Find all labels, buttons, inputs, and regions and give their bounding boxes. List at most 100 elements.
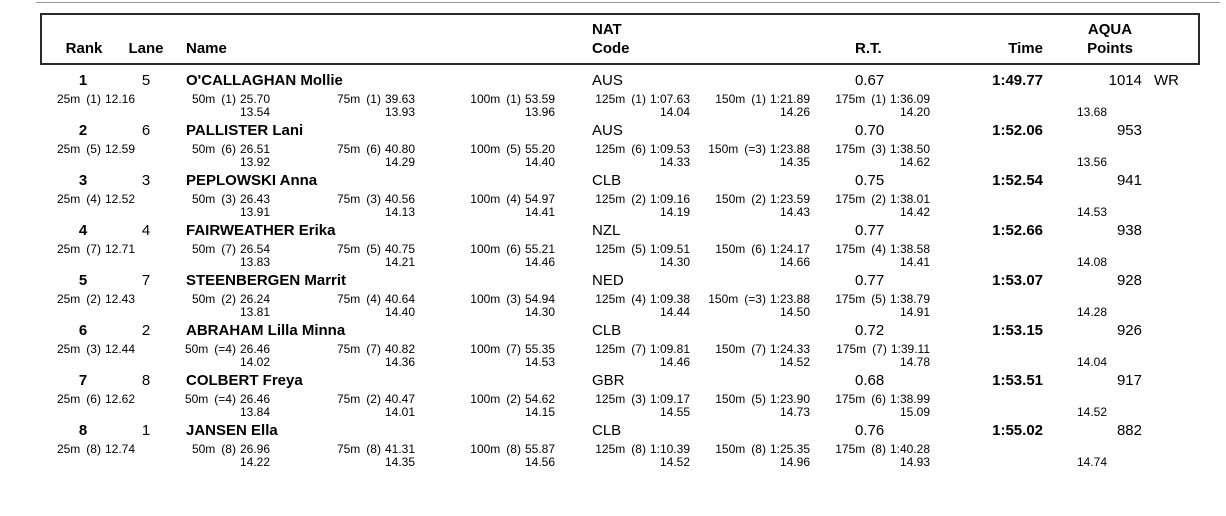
split-rank: (6) <box>751 242 766 256</box>
nat-code-value: NED <box>592 272 624 289</box>
split-rank: (2) <box>871 192 886 206</box>
final-time-value: 1:55.02 <box>992 422 1043 439</box>
split-diff: 14.21 <box>384 255 415 269</box>
result-row: 3 3 PEPLOWSKI Anna CLB 0.75 1:52.54 941 … <box>0 169 1226 219</box>
split-rank: (7) <box>872 342 887 356</box>
split-cell-175m: 175m (4) 1:38.58 14.41 <box>810 243 930 269</box>
split-distance-label: 175m <box>835 142 866 156</box>
split-distance-label: 150m <box>715 92 746 106</box>
split-time-line: 50m (2) 26.24 <box>135 293 270 306</box>
split-rank: (1) <box>631 92 646 106</box>
split-time: 12.16 <box>104 92 135 106</box>
split-time-line: 150m (6) 1:24.17 <box>690 243 810 256</box>
final-time-value: 1:52.54 <box>992 172 1043 189</box>
split-time-line: 100m (2) 54.62 <box>415 393 555 406</box>
header-reaction-time: R.T. <box>855 40 882 57</box>
lane-value: 7 <box>141 272 151 289</box>
split-rank: (1) <box>506 92 521 106</box>
split-diff: 14.62 <box>899 155 930 169</box>
split-cell-175m: 175m (8) 1:40.28 14.93 <box>810 443 930 469</box>
split-distance-label: 25m <box>56 192 81 206</box>
split-diff-line: 14.52 <box>555 456 690 469</box>
split-time-line: 175m (2) 1:38.01 <box>810 193 930 206</box>
split-time: 1:10.39 <box>649 442 690 456</box>
split-diff-line: 13.56 <box>930 156 1107 169</box>
split-diff-line: 13.92 <box>135 156 270 169</box>
split-distance-label: 125m <box>595 92 626 106</box>
final-lap-diff: 14.28 <box>1076 305 1107 319</box>
split-distance-label: 25m <box>56 392 81 406</box>
swimmer-name: JANSEN Ella <box>186 422 278 439</box>
split-cell-50m: 50m (=4) 26.46 14.02 <box>135 343 270 369</box>
split-diff: 14.02 <box>239 355 270 369</box>
split-diff: 14.53 <box>524 355 555 369</box>
reaction-time-value: 0.76 <box>855 422 885 439</box>
split-distance-label: 75m <box>336 342 361 356</box>
split-time: 1:38.99 <box>889 392 930 406</box>
split-diff-line: 13.93 <box>270 106 415 119</box>
final-lap-diff: 13.68 <box>1076 105 1107 119</box>
split-diff-line: 14.46 <box>415 256 555 269</box>
split-diff-line: 14.53 <box>415 356 555 369</box>
split-cell-75m: 75m (4) 40.64 14.40 <box>270 293 415 319</box>
split-cell-50m: 50m (1) 25.70 13.54 <box>135 93 270 119</box>
split-time-line: 125m (1) 1:07.63 <box>555 93 690 106</box>
split-diff: 14.29 <box>384 155 415 169</box>
split-time-line: 175m (1) 1:36.09 <box>810 93 930 106</box>
final-lap-diff: 14.74 <box>1076 455 1107 469</box>
split-time-line: 125m (4) 1:09.38 <box>555 293 690 306</box>
split-cell-25m: 25m (1) 12.16 <box>45 93 135 119</box>
split-rank: (=4) <box>214 342 236 356</box>
final-split-cell: 14.28 <box>930 293 1107 319</box>
result-row: 8 1 JANSEN Ella CLB 0.76 1:55.02 882 25m… <box>0 419 1226 469</box>
split-rank: (7) <box>631 342 646 356</box>
split-diff-line: 14.36 <box>270 356 415 369</box>
split-time: 12.74 <box>104 442 135 456</box>
split-rank: (7) <box>86 242 101 256</box>
reaction-time-value: 0.68 <box>855 372 885 389</box>
swimmer-name: COLBERT Freya <box>186 372 303 389</box>
split-time: 1:23.59 <box>769 192 810 206</box>
split-time: 1:09.51 <box>649 242 690 256</box>
header-nat-line2: Code <box>592 40 630 57</box>
split-time-line: 175m (7) 1:39.11 <box>810 343 930 356</box>
split-diff: 14.50 <box>779 305 810 319</box>
split-cell-100m: 100m (3) 54.94 14.30 <box>415 293 555 319</box>
split-distance-label: 50m <box>191 92 216 106</box>
split-time: 12.52 <box>104 192 135 206</box>
split-diff: 14.42 <box>899 205 930 219</box>
split-distance-label: 150m <box>715 442 746 456</box>
split-time-line: 25m (8) 12.74 <box>45 443 135 456</box>
split-rank: (6) <box>506 242 521 256</box>
split-cell-125m: 125m (2) 1:09.16 14.19 <box>555 193 690 219</box>
final-time-value: 1:53.15 <box>992 322 1043 339</box>
split-diff: 13.84 <box>239 405 270 419</box>
split-time-line: 75m (8) 41.31 <box>270 443 415 456</box>
split-diff-line: 14.13 <box>270 206 415 219</box>
split-cell-100m: 100m (8) 55.87 14.56 <box>415 443 555 469</box>
split-distance-label: 150m <box>708 142 739 156</box>
split-time: 1:38.01 <box>889 192 930 206</box>
split-time: 1:07.63 <box>649 92 690 106</box>
lane-value: 3 <box>141 172 151 189</box>
split-diff-line: 14.35 <box>270 456 415 469</box>
split-cell-175m: 175m (6) 1:38.99 15.09 <box>810 393 930 419</box>
split-cell-50m: 50m (6) 26.51 13.92 <box>135 143 270 169</box>
final-lap-diff: 14.04 <box>1076 355 1107 369</box>
split-time: 1:23.88 <box>769 292 810 306</box>
split-distance-label: 100m <box>470 442 501 456</box>
split-time-line: 50m (6) 26.51 <box>135 143 270 156</box>
split-cell-150m: 150m (1) 1:21.89 14.26 <box>690 93 810 119</box>
split-diff-line: 14.52 <box>690 356 810 369</box>
result-main-row: 1 5 O'CALLAGHAN Mollie AUS 0.67 1:49.77 … <box>40 69 1226 93</box>
split-time: 1:24.33 <box>769 342 810 356</box>
split-rank: (1) <box>871 92 886 106</box>
split-cell-25m: 25m (5) 12.59 <box>45 143 135 169</box>
split-distance-label: 50m <box>191 142 216 156</box>
split-diff-line: 13.84 <box>135 406 270 419</box>
swimmer-name: PALLISTER Lani <box>186 122 304 139</box>
split-rank: (2) <box>506 392 521 406</box>
split-diff: 14.73 <box>779 405 810 419</box>
header-rank: Rank <box>65 40 103 57</box>
split-diff-line: 14.66 <box>690 256 810 269</box>
